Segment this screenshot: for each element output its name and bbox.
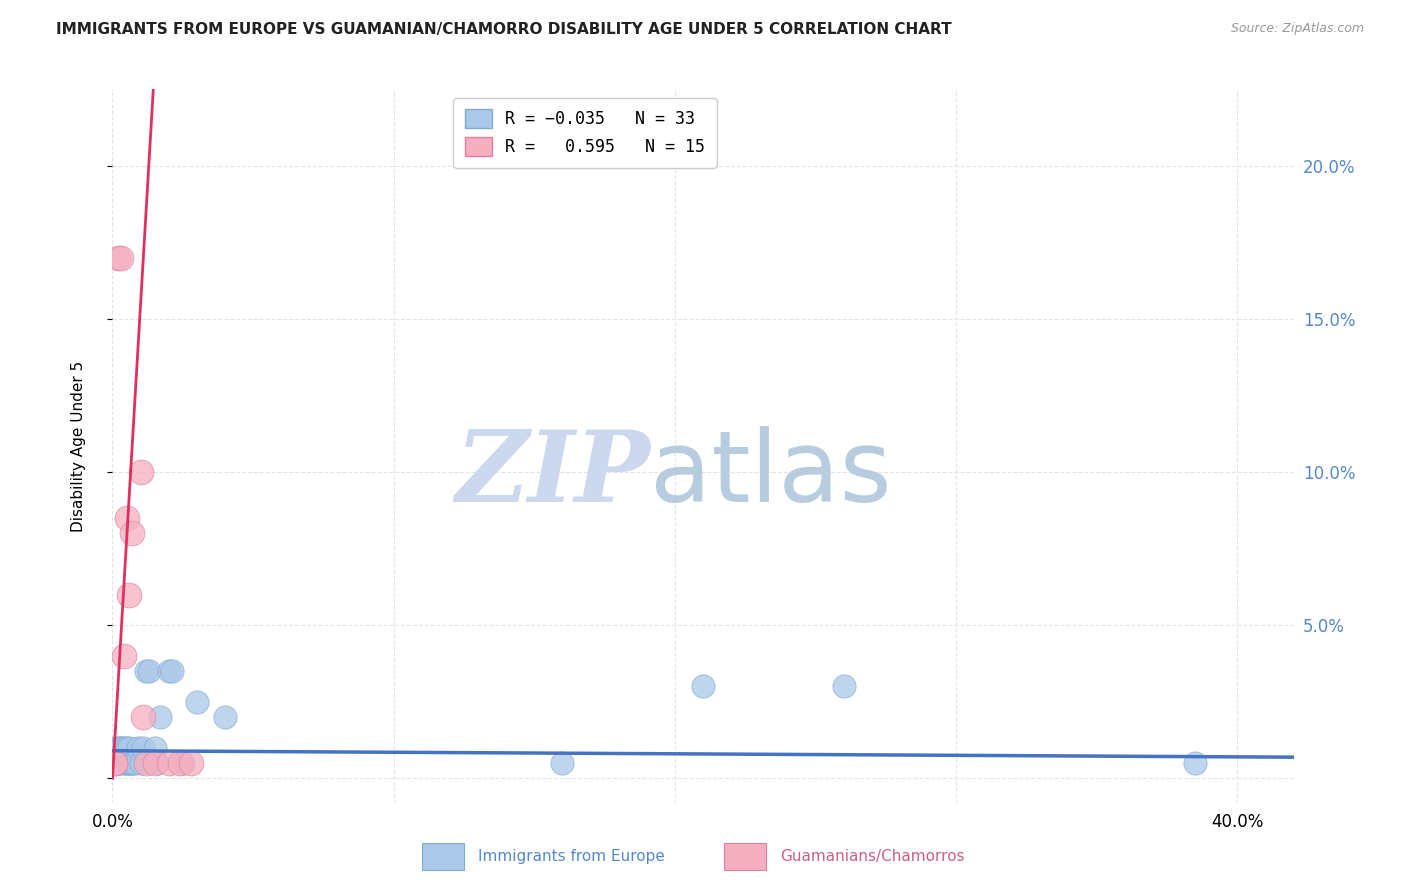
Point xyxy=(124,756,146,770)
Point xyxy=(107,756,129,770)
Point xyxy=(104,756,127,770)
Point xyxy=(143,756,166,770)
Point xyxy=(149,710,172,724)
Point xyxy=(104,740,127,755)
Point xyxy=(115,756,138,770)
Point xyxy=(115,740,138,755)
Point xyxy=(135,756,157,770)
Point xyxy=(146,756,169,770)
Point xyxy=(132,710,155,724)
Point xyxy=(110,251,132,265)
Point xyxy=(112,740,135,755)
Point xyxy=(110,740,132,755)
Bar xyxy=(724,843,766,870)
Point xyxy=(129,465,152,479)
Text: Source: ZipAtlas.com: Source: ZipAtlas.com xyxy=(1230,22,1364,36)
Point xyxy=(135,664,157,678)
Text: ZIP: ZIP xyxy=(456,426,650,523)
Point xyxy=(132,740,155,755)
Point xyxy=(118,756,141,770)
Point xyxy=(107,251,129,265)
Point xyxy=(112,756,135,770)
Point xyxy=(143,740,166,755)
Point xyxy=(121,526,143,541)
Point xyxy=(169,756,191,770)
Point xyxy=(127,740,149,755)
Point xyxy=(180,756,202,770)
Point xyxy=(551,756,574,770)
Point xyxy=(832,680,855,694)
Point xyxy=(138,664,160,678)
Point xyxy=(121,756,143,770)
Text: Guamanians/Chamorros: Guamanians/Chamorros xyxy=(780,849,965,863)
Point xyxy=(112,648,135,663)
Point xyxy=(214,710,236,724)
Point xyxy=(129,756,152,770)
Point xyxy=(692,680,714,694)
Point xyxy=(115,756,138,770)
Y-axis label: Disability Age Under 5: Disability Age Under 5 xyxy=(72,360,86,532)
Point xyxy=(1184,756,1206,770)
Bar xyxy=(422,843,464,870)
Point xyxy=(107,740,129,755)
Point xyxy=(160,664,183,678)
Point xyxy=(115,511,138,525)
Point xyxy=(110,740,132,755)
Point xyxy=(121,756,143,770)
Point xyxy=(110,756,132,770)
Text: Immigrants from Europe: Immigrants from Europe xyxy=(478,849,665,863)
Point xyxy=(118,588,141,602)
Text: atlas: atlas xyxy=(650,426,891,523)
Point xyxy=(157,664,180,678)
Point xyxy=(186,695,208,709)
Point xyxy=(104,756,127,770)
Legend: R = −0.035   N = 33, R =   0.595   N = 15: R = −0.035 N = 33, R = 0.595 N = 15 xyxy=(453,97,717,168)
Text: IMMIGRANTS FROM EUROPE VS GUAMANIAN/CHAMORRO DISABILITY AGE UNDER 5 CORRELATION : IMMIGRANTS FROM EUROPE VS GUAMANIAN/CHAM… xyxy=(56,22,952,37)
Point xyxy=(172,756,194,770)
Point xyxy=(157,756,180,770)
Point xyxy=(118,740,141,755)
